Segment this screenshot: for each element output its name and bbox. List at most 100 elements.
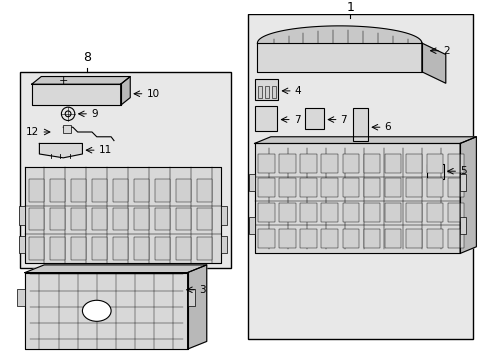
Polygon shape [187, 265, 206, 349]
Polygon shape [32, 84, 121, 105]
Bar [459, 217, 465, 234]
Bar [264, 86, 268, 98]
Bar [18, 289, 25, 306]
Polygon shape [40, 144, 82, 158]
Bar [113, 179, 128, 202]
Polygon shape [121, 77, 130, 105]
Text: 10: 10 [146, 89, 159, 99]
Polygon shape [254, 137, 475, 144]
Bar [342, 178, 358, 197]
Bar [176, 207, 191, 230]
Bar [405, 154, 421, 173]
Polygon shape [421, 43, 445, 83]
Text: 3: 3 [199, 285, 205, 295]
Bar [447, 178, 463, 197]
Bar [459, 174, 465, 191]
Bar [71, 207, 86, 230]
Bar [352, 108, 367, 141]
Polygon shape [459, 137, 475, 253]
Text: 11: 11 [99, 145, 112, 155]
Bar [426, 178, 442, 197]
Bar [300, 178, 316, 197]
Bar [384, 178, 400, 197]
Bar [258, 229, 274, 248]
Bar [221, 206, 226, 225]
Bar [155, 207, 170, 230]
Text: 2: 2 [442, 46, 448, 56]
Bar [92, 179, 107, 202]
Bar [279, 229, 295, 248]
Bar [384, 203, 400, 222]
Bar [187, 289, 195, 306]
Bar [321, 203, 337, 222]
Bar [305, 108, 324, 129]
Polygon shape [25, 167, 221, 263]
Bar [300, 203, 316, 222]
Bar [92, 237, 107, 260]
Bar [113, 237, 128, 260]
Bar [63, 125, 71, 133]
Bar [426, 203, 442, 222]
Bar [50, 237, 65, 260]
Text: 6: 6 [384, 122, 390, 132]
Bar [426, 163, 443, 179]
Bar [197, 237, 212, 260]
Bar [134, 179, 149, 202]
Bar [197, 179, 212, 202]
Bar [29, 207, 44, 230]
Bar [20, 236, 25, 253]
Bar [300, 154, 316, 173]
Bar [279, 203, 295, 222]
Bar [321, 178, 337, 197]
Polygon shape [257, 43, 421, 72]
Bar [71, 237, 86, 260]
Bar [279, 178, 295, 197]
Text: 8: 8 [83, 51, 91, 64]
Bar [321, 154, 337, 173]
Bar [197, 207, 212, 230]
Bar [384, 154, 400, 173]
Bar [426, 229, 442, 248]
Bar [258, 178, 274, 197]
Bar [384, 229, 400, 248]
Bar [258, 86, 262, 98]
Bar [342, 154, 358, 173]
Bar [134, 207, 149, 230]
Bar [248, 217, 254, 234]
Polygon shape [25, 265, 206, 273]
Text: 7: 7 [293, 114, 300, 125]
Bar [29, 179, 44, 202]
Text: +: + [59, 76, 68, 86]
Bar [363, 154, 379, 173]
Bar [447, 229, 463, 248]
Bar [254, 80, 278, 100]
Bar [50, 179, 65, 202]
Bar [247, 14, 471, 339]
Bar [342, 229, 358, 248]
Ellipse shape [82, 300, 111, 321]
Text: 1: 1 [346, 1, 353, 14]
Bar [363, 178, 379, 197]
Bar [221, 236, 226, 253]
Bar [92, 207, 107, 230]
Bar [254, 106, 277, 131]
Bar [363, 203, 379, 222]
Bar [20, 72, 230, 268]
Bar [155, 237, 170, 260]
Bar [300, 229, 316, 248]
Bar [271, 86, 275, 98]
Bar [447, 154, 463, 173]
Bar [71, 179, 86, 202]
Polygon shape [32, 77, 130, 84]
Polygon shape [25, 273, 187, 349]
Bar [248, 174, 254, 191]
Bar [134, 237, 149, 260]
Bar [113, 207, 128, 230]
Text: 5: 5 [459, 166, 466, 176]
Bar [155, 179, 170, 202]
Bar [20, 206, 25, 225]
Bar [258, 154, 274, 173]
Bar [176, 237, 191, 260]
Bar [363, 229, 379, 248]
Bar [258, 203, 274, 222]
